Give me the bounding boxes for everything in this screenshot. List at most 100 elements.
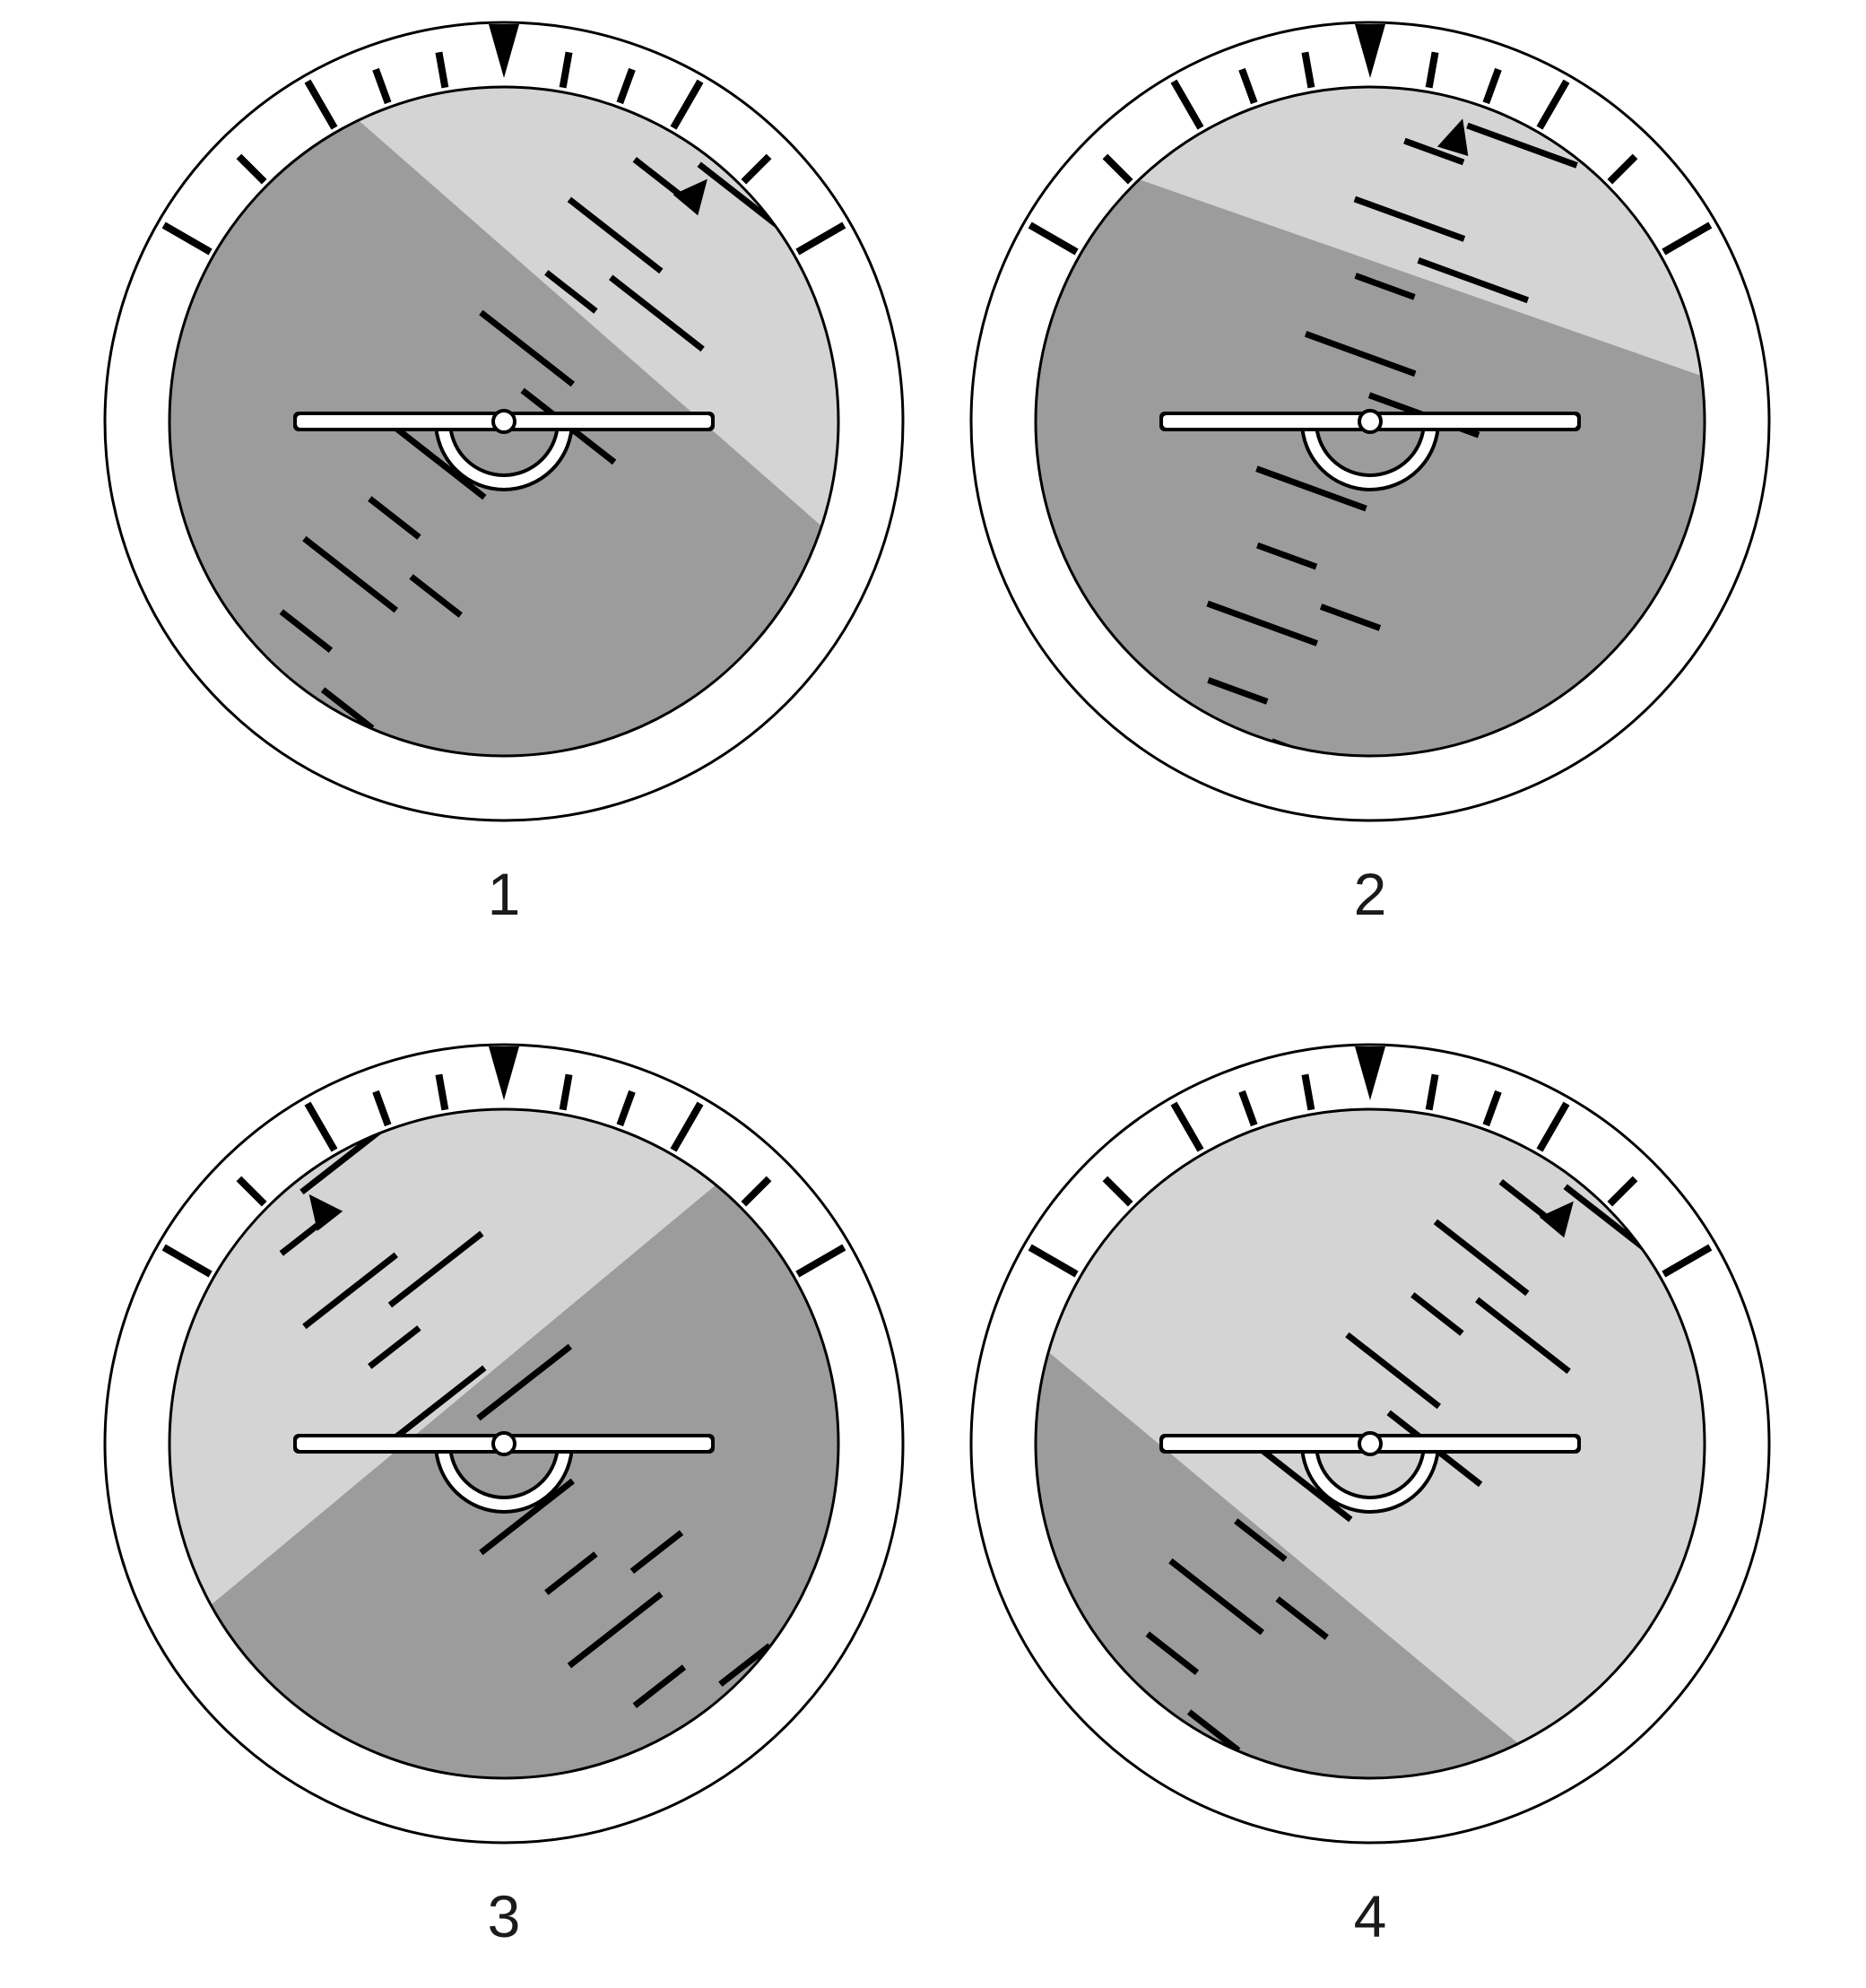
bank-scale-tick [1028,1244,1079,1278]
miniature-aircraft [1159,409,1581,491]
aircraft-body [438,421,570,488]
bank-scale-tick [161,1244,213,1278]
bank-scale-tick [372,1089,392,1127]
bank-scale-tick [559,1073,573,1111]
pitch-ladder-bar [302,1252,398,1330]
aircraft-body [1304,421,1436,488]
bank-scale-tick [1102,153,1133,185]
bank-scale-tick [741,1176,772,1207]
miniature-aircraft [293,409,715,491]
pitch-ladder-bar [1410,1292,1464,1336]
aircraft-center-dot [491,409,516,434]
pitch-ladder-bar [409,574,463,618]
pitch-ladder-bar [629,1530,684,1574]
pitch-ladder-bar [387,1230,484,1308]
miniature-aircraft [293,1431,715,1514]
bank-scale-tick [670,1101,704,1152]
pitch-ladder-bar [1186,1709,1241,1753]
face-outline [168,1107,840,1780]
bank-scale-tick [1536,79,1570,130]
bank-pointer-triangle [308,1194,343,1231]
face-outline [168,85,840,758]
pitch-ladder-bar [1319,603,1382,631]
bank-pointer-triangle [673,178,707,216]
bank-scale-tick [435,51,449,89]
bank-scale-tick [1102,1176,1133,1207]
aircraft-center-dot [1358,1431,1383,1456]
pitch-ladder-bar [1206,600,1319,647]
aircraft-center-dot [491,1431,516,1456]
bank-scale-tick [1170,1101,1204,1152]
bank-scale-tick [1425,1073,1439,1111]
pitch-ladder-bar [1255,465,1367,512]
bank-index-triangle [489,24,519,78]
bank-pointer [673,178,707,216]
attitude-indicator-4 [969,1043,1771,1845]
pitch-ladder-bar [479,1478,575,1556]
bank-pointer-triangle [1436,118,1469,157]
aircraft-body [1304,1443,1436,1510]
pitch-ladder-bar [1168,1558,1264,1636]
pitch-ladder-bar [1345,1332,1441,1410]
bank-scale-tick [435,1073,449,1111]
aircraft-body [438,1443,570,1510]
pitch-ladder-bar [1433,1219,1530,1297]
pitch-ladder-bar [476,1343,573,1421]
bank-scale-tick [1301,51,1315,89]
bank-index-triangle [489,1046,519,1100]
pitch-ladder-bar [609,274,705,352]
pitch-ladder-bar [567,196,664,274]
attitude-face [1036,1109,1705,1778]
pitch-ladder-bar [302,535,398,613]
pitch-ladder-bar [368,1325,421,1369]
bank-scale-tick [1607,153,1638,185]
pitch-ladder-bar [1466,122,1578,169]
pitch-ladder-bar [1255,542,1318,570]
face-outline [1034,85,1706,758]
bank-scale-tick [559,51,573,89]
bank-scale-tick [372,67,392,105]
pitch-ladder-bar [632,1664,687,1708]
bank-scale-tick [161,221,213,256]
pitch-ladder-bar [544,270,598,314]
bank-pointer [1436,118,1469,157]
bank-scale-tick [670,79,704,130]
bank-scale-tick [1301,1073,1315,1111]
pitch-ladder-bar [1475,1297,1571,1375]
bank-scale-tick [1028,221,1079,256]
attitude-indicator-3 [103,1043,905,1845]
pitch-ladder-bar [567,1591,664,1669]
pitch-ladder-bar [1353,195,1466,242]
pitch-ladder-bar [544,1551,598,1595]
bank-scale-tick [1662,1244,1713,1278]
bank-pointer-triangle [1539,1201,1574,1238]
bank-scale-tick [616,1089,636,1127]
pitch-ladder-bar [1403,137,1465,166]
bank-scale-tick [304,1101,338,1152]
bank-scale-tick [795,221,846,256]
instrument-label-2: 2 [1354,861,1387,927]
pitch-ladder-bar [1256,1445,1353,1523]
pitch-ladder-bar [632,157,687,201]
bank-scale-tick [304,79,338,130]
bank-scale-tick [1238,67,1258,105]
pitch-ladder-bar [279,609,334,653]
instrument-label-4: 4 [1354,1883,1387,1949]
bank-scale-tick [1662,221,1713,256]
bank-scale-tick [236,1176,267,1207]
bank-scale-tick [1482,67,1502,105]
bank-scale-tick [741,153,772,185]
pitch-ladder-bar [368,496,421,540]
bank-scale-tick [1607,1176,1638,1207]
bank-pointer [1539,1201,1574,1238]
bank-scale-tick [1238,1089,1258,1127]
pitch-ladder-bar [1417,257,1530,304]
pitch-ladder-bar [479,309,575,387]
attitude-indicator-1 [103,21,905,822]
pitch-ladder-bar [390,422,487,500]
pitch-ladder-bar [1207,677,1269,705]
miniature-aircraft [1159,1431,1581,1514]
aircraft-center-dot [1358,409,1383,434]
bank-index-triangle [1355,24,1385,78]
pitch-ladder-bar [1498,1179,1553,1223]
